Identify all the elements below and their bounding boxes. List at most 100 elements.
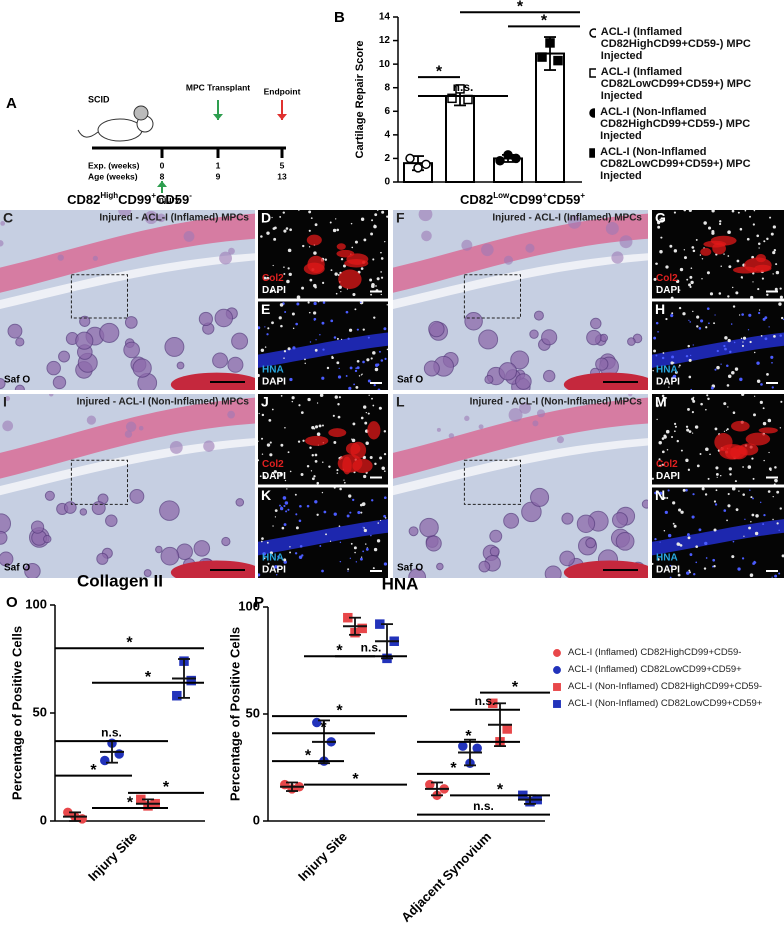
nucleus: [770, 232, 774, 236]
stain-label: Col2: [262, 459, 284, 470]
nucleus: [753, 413, 756, 417]
nucleus: [755, 514, 759, 518]
nucleus: [337, 415, 341, 419]
nucleus: [678, 366, 680, 368]
marrow: [586, 329, 602, 346]
nucleus: [713, 322, 716, 325]
nucleus: [780, 316, 784, 320]
bone-red: [170, 372, 255, 390]
marrow: [478, 424, 484, 430]
stain-name: Saf O: [397, 375, 423, 386]
nucleus: [673, 249, 678, 253]
nucleus: [706, 307, 710, 311]
nucleus: [705, 408, 707, 411]
nucleus: [683, 249, 686, 251]
nucleus: [386, 215, 388, 218]
nucleus: [657, 558, 660, 561]
nucleus: [779, 287, 782, 290]
nucleus: [361, 502, 366, 507]
panel-letter: D: [261, 210, 271, 226]
marrow: [124, 316, 138, 329]
nucleus: [677, 573, 681, 577]
marrow: [515, 373, 532, 390]
nucleus: [686, 428, 690, 432]
nucleus: [666, 449, 669, 451]
nucleus: [380, 271, 382, 273]
nucleus: [674, 422, 677, 425]
significance-label: *: [450, 760, 457, 777]
nucleus: [689, 275, 693, 279]
nucleus: [289, 377, 293, 382]
nucleus: [368, 394, 370, 396]
panel-letter: M: [655, 394, 667, 410]
nucleus: [766, 237, 769, 241]
nucleus: [313, 311, 317, 315]
nucleus: [670, 361, 674, 365]
nucleus: [735, 291, 739, 295]
nucleus: [376, 210, 379, 211]
nucleus: [689, 571, 691, 574]
nucleus: [334, 272, 338, 276]
nucleus: [759, 501, 762, 504]
nucleus: [272, 227, 276, 230]
col2-signal: [700, 247, 712, 256]
nucleus: [367, 336, 370, 339]
marrow: [79, 508, 88, 516]
nucleus: [370, 534, 372, 537]
nucleus: [266, 231, 270, 235]
nucleus: [673, 524, 677, 528]
marrow: [628, 394, 633, 397]
nucleus: [715, 489, 718, 492]
y-tick-label: 14: [379, 12, 391, 23]
nucleus: [690, 267, 693, 270]
nucleus: [758, 311, 761, 315]
marrow: [519, 402, 531, 414]
nucleus: [695, 561, 698, 564]
marrow: [169, 440, 183, 454]
nucleus: [756, 234, 760, 238]
marrow: [595, 357, 609, 371]
legend-label: ACL-I (Non-Inflamed CD82LowCD99+CD59+) M…: [600, 146, 751, 182]
legend-label: ACL-I (Inflamed CD82HighCD99+CD59-) MPC …: [600, 26, 751, 62]
nucleus: [266, 333, 269, 336]
nucleus: [658, 464, 662, 468]
nucleus: [748, 526, 752, 530]
marrow: [144, 210, 158, 225]
nucleus: [709, 292, 714, 296]
nucleus: [661, 356, 665, 360]
marrow: [529, 329, 539, 339]
nucleus: [356, 359, 360, 363]
nucleus: [332, 414, 335, 417]
nucleus: [665, 429, 670, 434]
nucleus: [258, 412, 260, 415]
nucleus: [360, 511, 363, 514]
nucleus: [317, 301, 320, 303]
nucleus: [680, 449, 683, 452]
nucleus: [383, 496, 387, 500]
nucleus: [282, 211, 285, 214]
arrow-head: [213, 114, 223, 120]
nucleus: [700, 319, 704, 323]
nucleus: [658, 491, 663, 496]
nucleus: [773, 483, 776, 485]
nucleus: [353, 383, 356, 386]
significance-label: *: [497, 782, 504, 799]
nucleus: [338, 367, 340, 369]
nucleus: [774, 574, 778, 578]
nucleus: [287, 248, 292, 253]
nucleus: [353, 546, 357, 550]
legend-label: ACL-I (Non-Inflamed CD82HighCD99+CD59-) …: [600, 106, 751, 142]
marrow: [14, 384, 25, 390]
nucleus: [653, 349, 656, 353]
marrow: [43, 534, 52, 544]
nucleus: [289, 228, 292, 232]
marrow: [461, 239, 473, 251]
nucleus: [687, 344, 690, 348]
nucleus: [331, 356, 334, 359]
marker: [553, 648, 561, 657]
stain-label: DAPI: [656, 471, 680, 482]
nucleus: [363, 474, 367, 479]
nucleus: [672, 501, 676, 505]
nucleus: [330, 269, 333, 272]
